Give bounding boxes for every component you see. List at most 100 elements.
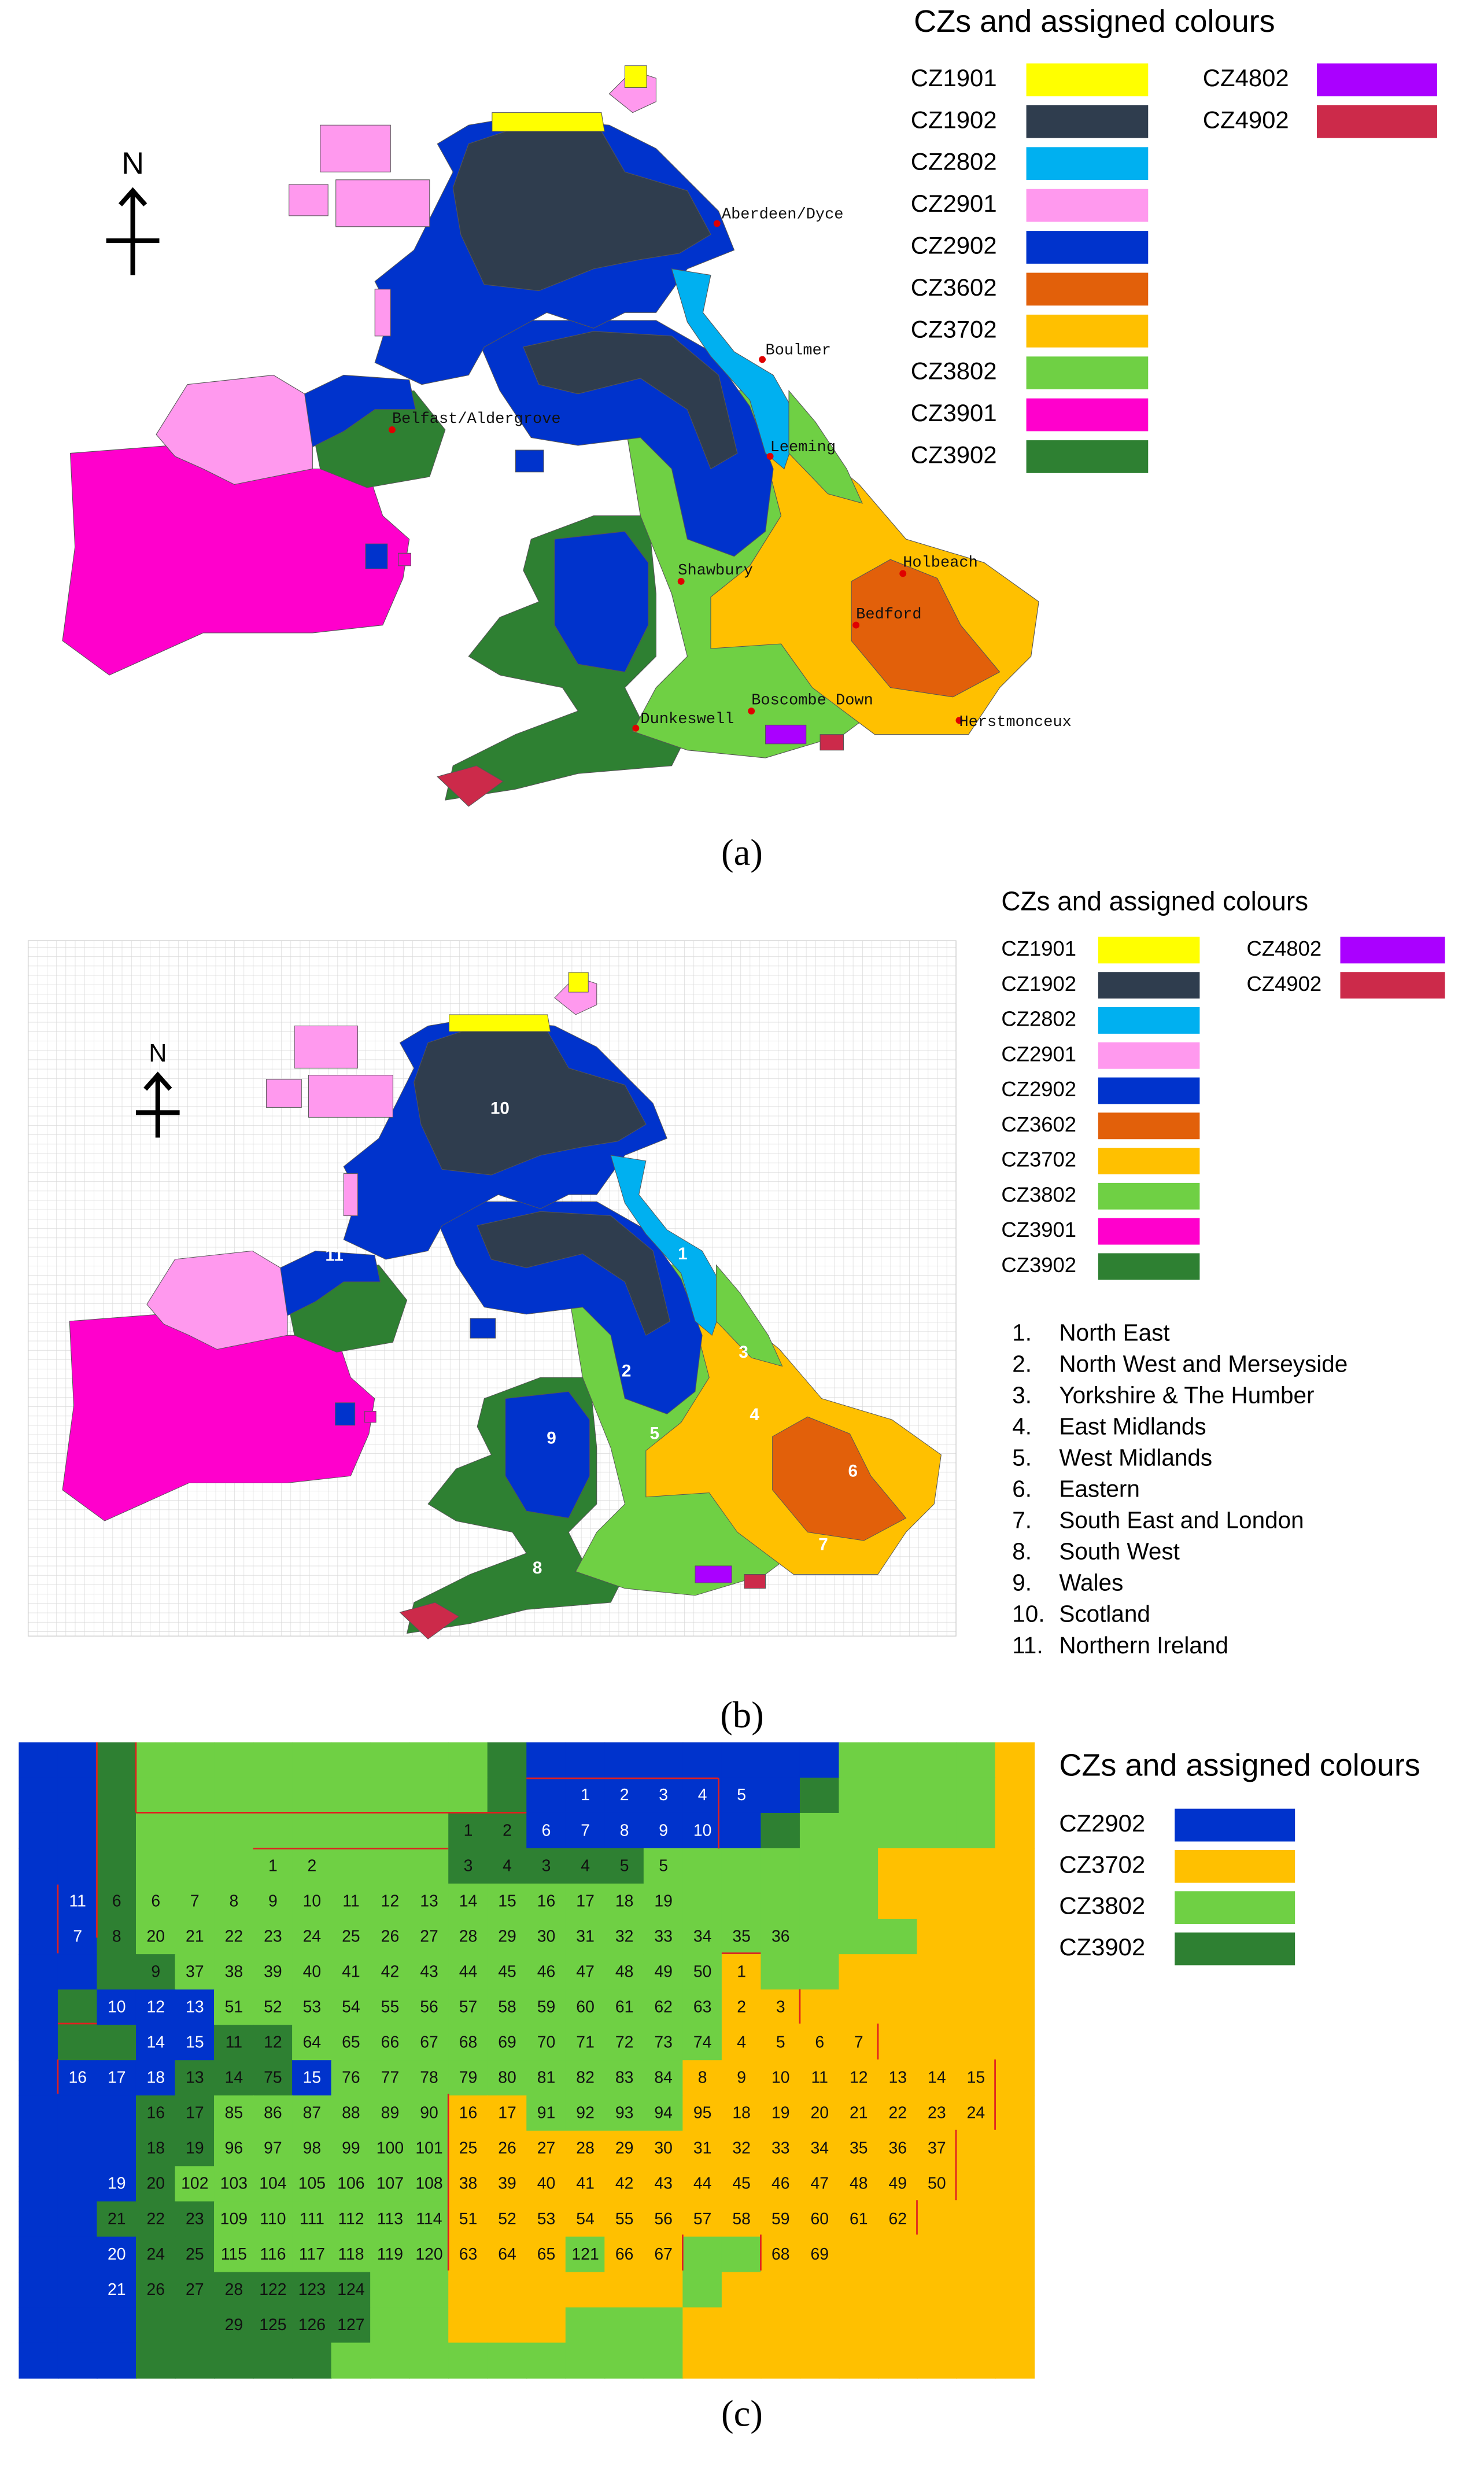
grid-cell [643, 1989, 684, 2026]
cell-number: 124 [337, 2280, 364, 2299]
grid-cell [839, 2060, 879, 2096]
grid-cell [643, 2131, 684, 2167]
grid-cell [97, 2307, 137, 2343]
grid-cell [995, 2166, 1035, 2202]
cell-number: 23 [928, 2104, 946, 2122]
caption: (b) [720, 1694, 764, 1736]
cell-number: 12 [381, 1892, 400, 1910]
cell-number: 9 [737, 2069, 746, 2087]
grid-cell [526, 1812, 566, 1849]
cell-number: 11 [342, 1892, 359, 1910]
grid-cell [604, 2131, 644, 2167]
legend-label: CZ2901 [911, 190, 997, 217]
grid-cell [19, 2131, 59, 2167]
grid-cell [292, 2272, 332, 2308]
grid-cell [19, 2272, 59, 2308]
cell-number: 7 [73, 1927, 82, 1945]
grid-cell [956, 1954, 996, 1991]
grid-cell [761, 2166, 801, 2202]
grid-cell [292, 2201, 332, 2238]
cell-number: 55 [615, 2210, 634, 2228]
grid-cell [409, 1742, 449, 1778]
region-number: 7 [818, 1535, 828, 1554]
grid-cell [135, 2272, 176, 2308]
cell-number: 73 [654, 2033, 673, 2052]
grid-cell [643, 1812, 684, 1849]
cell-number: 23 [186, 2210, 204, 2228]
legend-swatch [1026, 231, 1149, 264]
grid-cell [995, 1777, 1035, 1814]
cell-number: 14 [147, 2033, 165, 2052]
grid-cell [331, 1742, 371, 1778]
cell-number: 13 [420, 1892, 438, 1910]
cell-number: 12 [147, 1998, 165, 2017]
cell-number: 12 [850, 2069, 868, 2087]
climate-zone-area [308, 1075, 393, 1118]
grid-cell [956, 1989, 996, 2026]
grid-cell [214, 1884, 254, 1920]
grid-cell [448, 1777, 488, 1814]
cell-number: 68 [459, 2033, 478, 2052]
climate-zone-area [146, 1250, 288, 1350]
grid-cell [214, 1777, 254, 1814]
region-list-number: 9. [1012, 1569, 1032, 1596]
grid-cell [839, 1848, 879, 1885]
grid-cell [253, 1954, 293, 1991]
grid-cell [175, 2095, 215, 2132]
cell-number: 47 [576, 1962, 595, 1981]
grid-cell [839, 2025, 879, 2061]
grid-cell [448, 1848, 488, 1885]
cell-number: 15 [967, 2069, 985, 2087]
grid-cell [643, 2272, 684, 2308]
grid-cell [409, 2131, 449, 2167]
grid-cell [526, 1954, 566, 1991]
climate-zone-area [449, 1014, 551, 1032]
grid-cell [175, 1954, 215, 1991]
grid-cell [565, 2095, 606, 2132]
cell-number: 123 [298, 2280, 326, 2299]
grid-cell [917, 1884, 957, 1920]
cell-number: 5 [659, 1856, 668, 1875]
grid-cell [995, 2060, 1035, 2096]
grid-cell [292, 1954, 332, 1991]
station-marker [955, 717, 963, 724]
grid-cell [721, 1812, 762, 1849]
grid-cell [370, 2025, 410, 2061]
grid-cell [721, 1989, 762, 2026]
grid-cell [526, 2201, 566, 2238]
legend-label: CZ3702 [911, 315, 997, 342]
grid-cell [487, 2166, 527, 2202]
grid-cell [565, 2272, 606, 2308]
grid-cell [448, 1954, 488, 1991]
grid-cell [995, 2307, 1035, 2343]
cell-number: 65 [537, 2245, 556, 2264]
grid-cell [370, 2307, 410, 2343]
grid-cell [877, 2272, 918, 2308]
grid-cell [877, 2236, 918, 2273]
grid-cell [57, 1777, 98, 1814]
cell-number: 61 [850, 2210, 868, 2228]
cell-number: 66 [615, 2245, 634, 2264]
grid-cell [761, 2095, 801, 2132]
grid-cell [57, 2060, 98, 2096]
grid-cell [956, 1848, 996, 1885]
region-list-name: Northern Ireland [1059, 1632, 1228, 1659]
climate-zone-area [304, 374, 416, 448]
grid-cell [799, 1777, 840, 1814]
cell-number: 23 [264, 1927, 282, 1945]
grid-cell [175, 2272, 215, 2308]
grid-cell [799, 2201, 840, 2238]
grid-cell [292, 2166, 332, 2202]
grid-cell [57, 2095, 98, 2132]
grid-cell [175, 1742, 215, 1778]
cell-number: 13 [186, 1998, 204, 2017]
grid-cell [526, 1989, 566, 2026]
grid-cell [214, 2166, 254, 2202]
legend-label: CZ3602 [911, 274, 997, 301]
cell-number: 50 [693, 1962, 712, 1981]
region-list-number: 10. [1012, 1601, 1044, 1627]
station-marker [632, 724, 640, 732]
grid-cell [331, 2272, 371, 2308]
grid-cell [761, 1848, 801, 1885]
grid-cell [409, 2166, 449, 2202]
